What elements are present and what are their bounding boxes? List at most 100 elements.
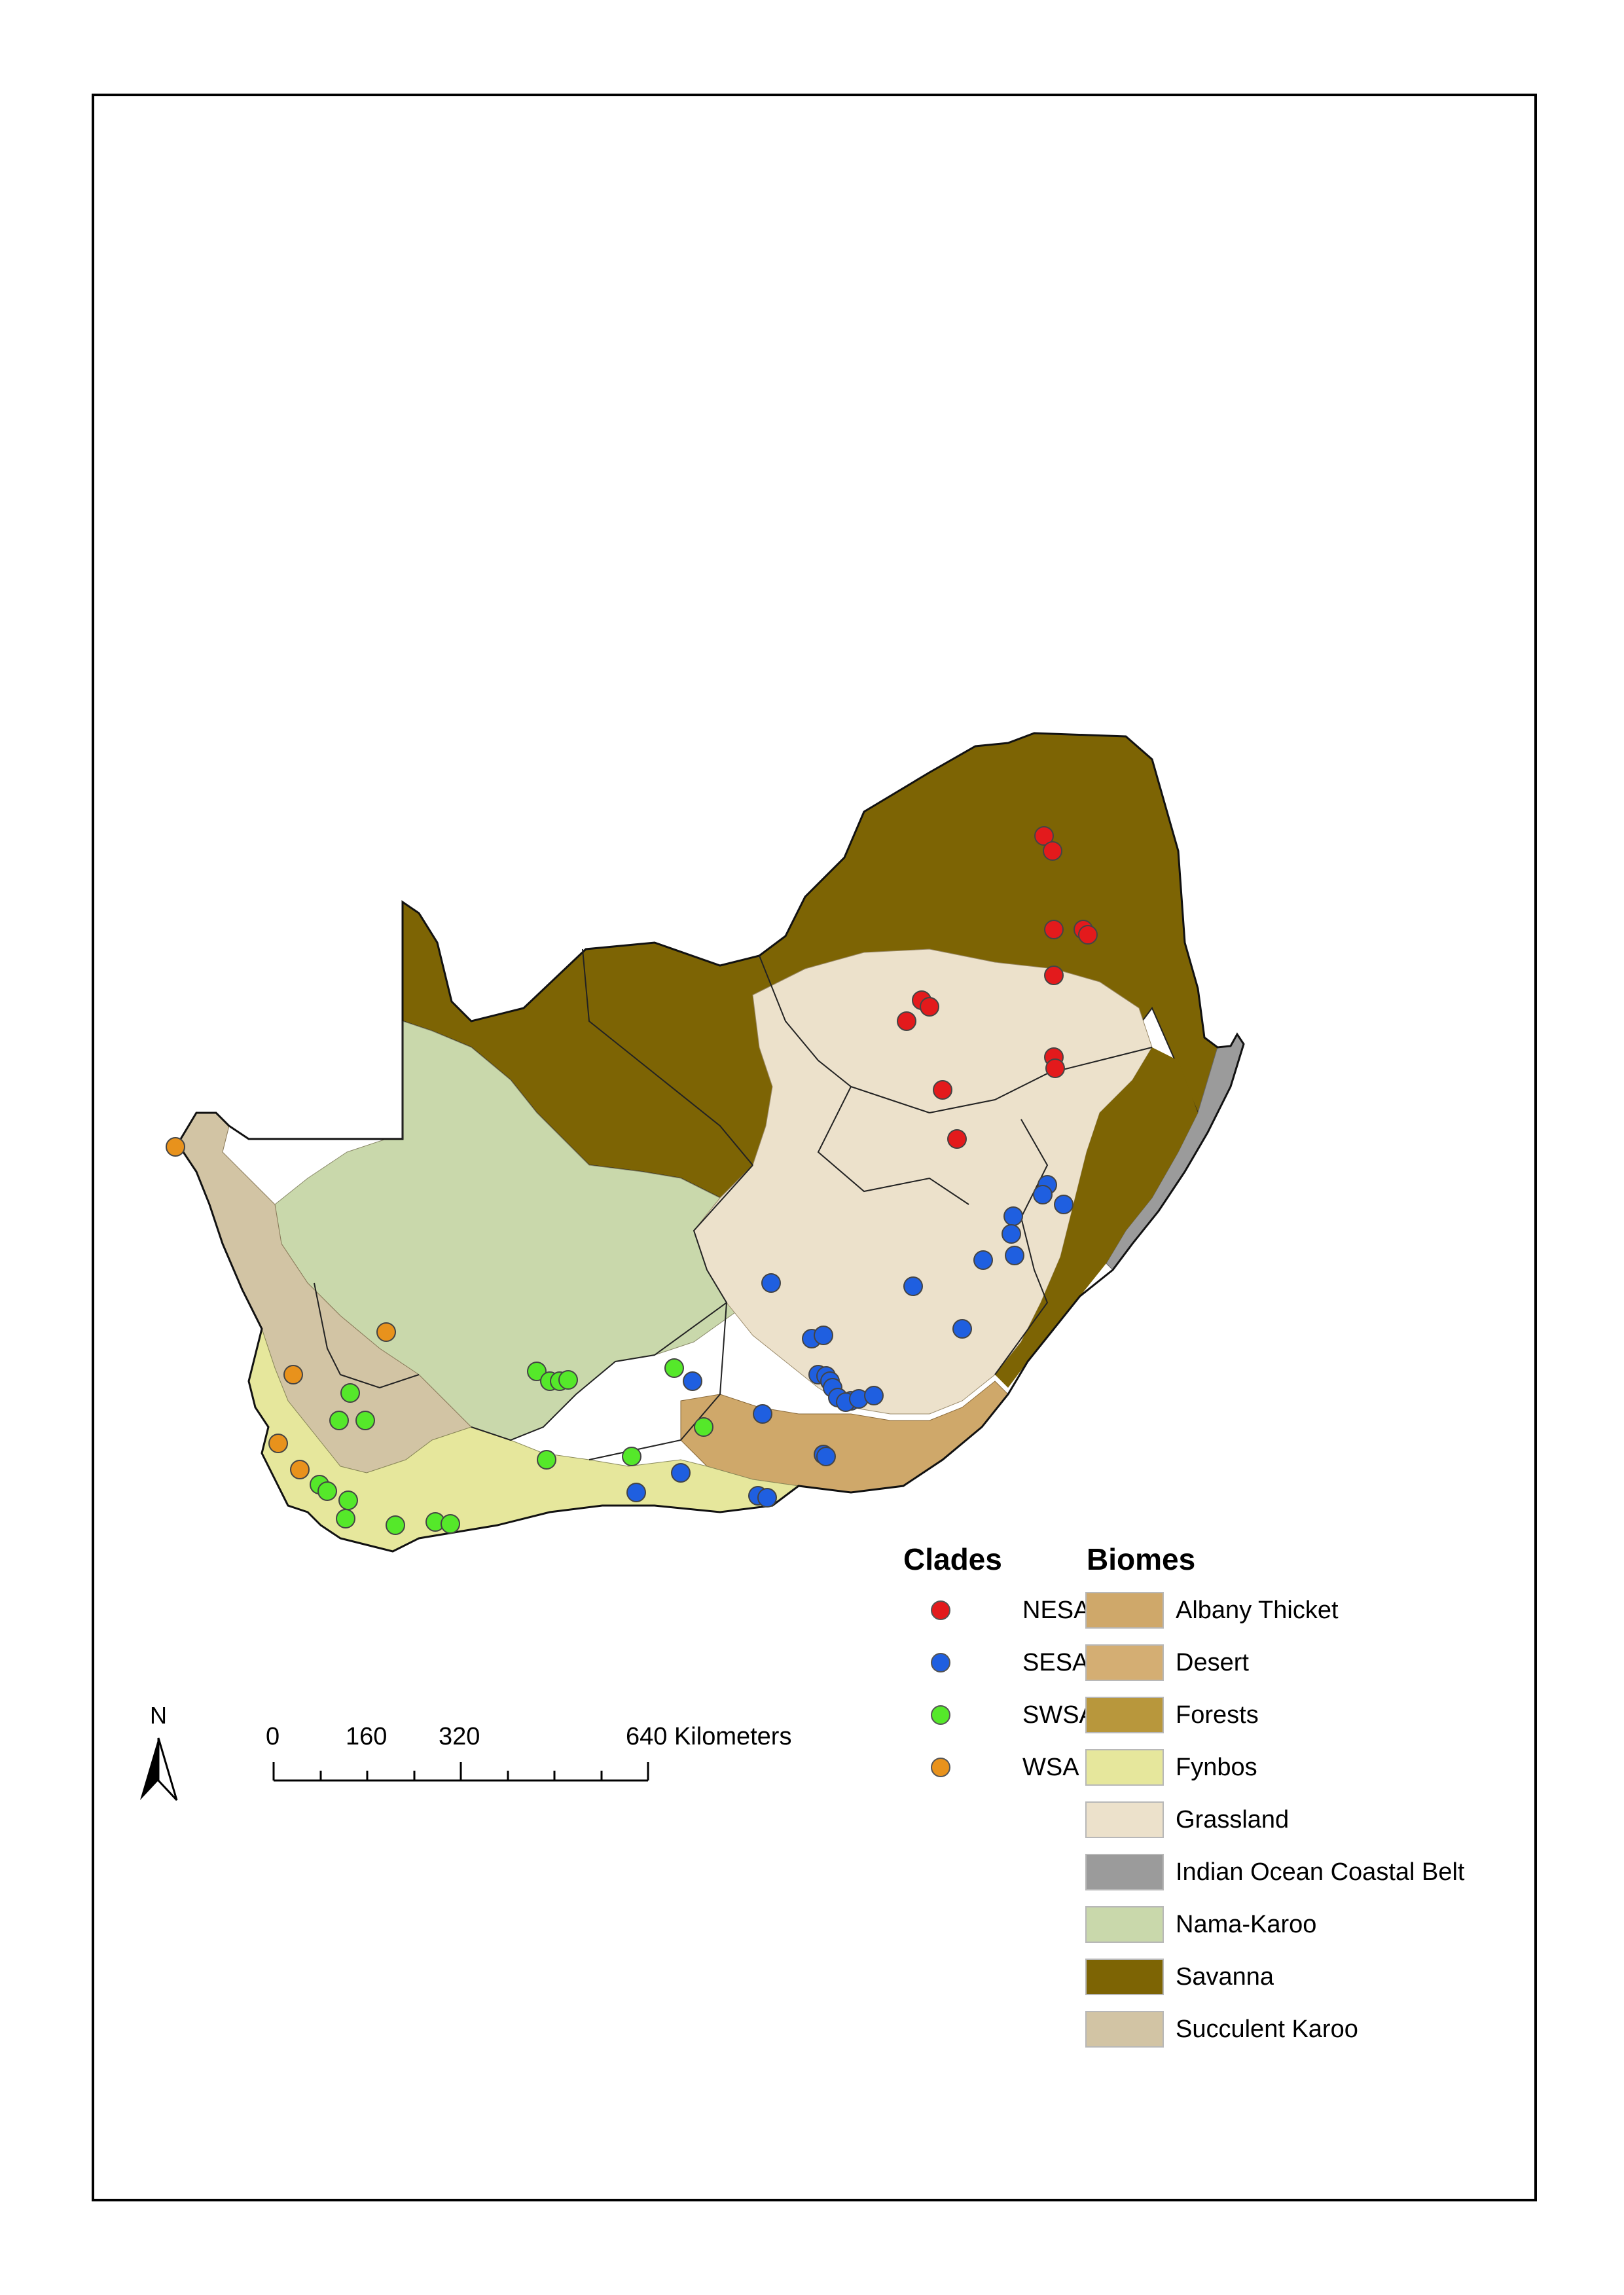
biome-legend-label: Savanna: [1176, 1962, 1274, 1991]
sample-point-nesa: [897, 1011, 916, 1031]
scale-tick-label: 320: [439, 1723, 480, 1750]
sample-point-wsa: [290, 1460, 310, 1479]
sample-point-nesa: [933, 1080, 952, 1100]
sample-point-sesa: [864, 1386, 884, 1405]
sample-point-wsa: [166, 1137, 185, 1157]
country-border: [175, 732, 1245, 1553]
biome-legend-label: Indian Ocean Coastal Belt: [1176, 1858, 1465, 1886]
biome-swatch-forests: [1085, 1697, 1164, 1733]
sample-point-swsa: [537, 1450, 556, 1470]
biome-legend-label: Fynbos: [1176, 1753, 1257, 1781]
sample-point-nesa: [920, 997, 939, 1017]
biome-legend-label: Forests: [1176, 1701, 1259, 1729]
biome-swatch-nama-karoo: [1085, 1906, 1164, 1943]
sample-point-nesa: [947, 1129, 967, 1149]
sample-point-sesa: [814, 1326, 833, 1345]
biome-legend-label: Desert: [1176, 1648, 1249, 1676]
sample-point-nesa: [1043, 841, 1062, 861]
biome-swatch-savanna: [1085, 1959, 1164, 1995]
biomes-legend-title: Biomes: [1087, 1542, 1196, 1576]
sample-point-sesa: [757, 1488, 777, 1508]
biome-legend-label: Succulent Karoo: [1176, 2015, 1358, 2043]
biome-legend-item: Nama-Karoo: [1085, 1905, 1316, 1944]
clades-legend-title: Clades: [903, 1542, 1002, 1576]
sample-point-nesa: [1044, 920, 1064, 939]
sample-point-swsa: [527, 1362, 547, 1381]
clade-legend-label: SESA: [1022, 1648, 1089, 1676]
biome-legend-item: Savanna: [1085, 1957, 1274, 1997]
biome-legend-item: Fynbos: [1085, 1748, 1257, 1787]
biome-swatch-grassland: [1085, 1801, 1164, 1838]
biome-legend-label: Grassland: [1176, 1805, 1290, 1834]
sample-point-wsa: [283, 1365, 303, 1384]
clade-legend-item: WSA: [931, 1748, 1079, 1787]
sample-point-swsa: [694, 1417, 713, 1437]
biome-legend-item: Indian Ocean Coastal Belt: [1085, 1852, 1465, 1892]
sample-point-swsa: [622, 1447, 641, 1466]
sample-point-swsa: [664, 1358, 684, 1378]
sample-point-sesa: [753, 1404, 772, 1424]
clade-legend-label: SWSA: [1022, 1701, 1096, 1729]
sample-point-swsa: [386, 1515, 405, 1535]
biome-legend-item: Forests: [1085, 1695, 1259, 1735]
biome-legend-item: Succulent Karoo: [1085, 2010, 1358, 2049]
clade-marker-icon: [931, 1705, 950, 1725]
sample-point-swsa: [441, 1514, 460, 1534]
north-arrow-label: N: [150, 1702, 167, 1729]
biome-swatch-succulent-karoo: [1085, 2011, 1164, 2048]
sample-point-sesa: [626, 1483, 646, 1502]
biome-legend-label: Nama-Karoo: [1176, 1910, 1317, 1938]
clade-legend-item: SWSA: [931, 1695, 1096, 1735]
sample-point-swsa: [336, 1509, 355, 1528]
sample-point-sesa: [816, 1447, 836, 1466]
clade-points: [166, 826, 1098, 1535]
sample-point-sesa: [952, 1319, 972, 1339]
north-arrow-icon: [140, 1737, 178, 1801]
sample-point-swsa: [317, 1481, 337, 1501]
sample-point-sesa: [671, 1463, 691, 1483]
sample-point-nesa: [1044, 966, 1064, 985]
clade-marker-icon: [931, 1653, 950, 1672]
sample-point-nesa: [1078, 925, 1098, 945]
sample-point-sesa: [1054, 1195, 1074, 1214]
scale-tick-label: 160: [346, 1723, 388, 1750]
sample-point-swsa: [340, 1383, 360, 1403]
sample-point-swsa: [355, 1411, 375, 1430]
sample-point-nesa: [1045, 1058, 1065, 1078]
biome-swatch-fynbos: [1085, 1749, 1164, 1786]
sample-point-sesa: [903, 1276, 923, 1296]
sample-point-swsa: [558, 1370, 578, 1390]
sample-point-swsa: [329, 1411, 349, 1430]
sample-point-sesa: [1033, 1185, 1053, 1204]
clade-legend-item: NESA: [931, 1591, 1090, 1630]
biome-forests-escarpment: [995, 1047, 1198, 1388]
biome-swatch-desert: [1085, 1644, 1164, 1681]
sample-point-sesa: [761, 1273, 781, 1293]
sample-point-swsa: [338, 1491, 358, 1510]
clade-marker-icon: [931, 1600, 950, 1620]
biome-legend-item: Albany Thicket: [1085, 1591, 1339, 1630]
north-arrow-left-half: [140, 1738, 158, 1800]
sample-point-wsa: [268, 1434, 288, 1453]
biome-legend-label: Albany Thicket: [1176, 1596, 1339, 1624]
scale-tick-label: 640 Kilometers: [626, 1723, 792, 1750]
clade-legend-label: NESA: [1022, 1596, 1091, 1624]
clade-marker-icon: [931, 1758, 950, 1777]
south-africa-landmass: [175, 732, 1245, 1553]
sample-point-sesa: [1001, 1224, 1021, 1244]
sample-point-sesa: [1005, 1246, 1024, 1265]
biome-legend-item: Grassland: [1085, 1800, 1289, 1839]
sample-point-wsa: [376, 1322, 396, 1342]
biome-swatch-albany-thicket: [1085, 1592, 1164, 1629]
biome-swatch-indian-ocean-coastal-belt: [1085, 1854, 1164, 1890]
north-arrow-right-half: [157, 1737, 178, 1801]
sample-point-sesa: [683, 1371, 702, 1391]
clade-legend-item: SESA: [931, 1643, 1089, 1682]
biome-legend-item: Desert: [1085, 1643, 1249, 1682]
sample-point-sesa: [1003, 1206, 1023, 1226]
scale-bar: [272, 1762, 649, 1782]
sample-point-nesa: [1034, 826, 1054, 846]
scale-tick-label: 0: [266, 1723, 280, 1750]
sample-point-sesa: [973, 1250, 993, 1270]
